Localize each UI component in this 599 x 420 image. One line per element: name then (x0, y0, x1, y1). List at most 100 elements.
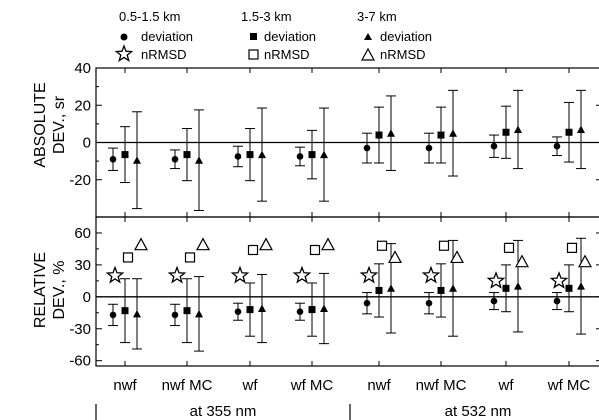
data-point-triangle (133, 156, 141, 164)
absolute-ytick-label: -20 (69, 172, 91, 189)
data-point-circle (363, 299, 371, 307)
data-point-triangle (258, 304, 266, 313)
relative-ytick-label: 0 (83, 289, 91, 306)
legend-range-1: 0.5-1.5 km (119, 9, 180, 24)
data-point-open-square (503, 242, 515, 253)
absolute-ytick-label: 20 (74, 97, 91, 114)
absolute-ylabel-line2: DEV., sr (51, 95, 68, 154)
data-point-square (121, 151, 129, 159)
data-point-star (292, 265, 312, 284)
data-point-circle (553, 297, 561, 305)
legend-open-triangle-marker (360, 47, 376, 61)
data-point-square (375, 131, 383, 139)
legend-nrmsd-2: nRMSD (264, 47, 310, 62)
data-point-open-triangle (133, 237, 149, 251)
data-point-open-triangle (449, 250, 465, 264)
absolute-ytick-label: 40 (74, 60, 91, 77)
data-point-triangle (320, 304, 328, 313)
data-point-square (502, 128, 510, 136)
x-category-label: nwf (367, 377, 391, 394)
legend: 0.5-1.5 km 1.5-3 km 3-7 km deviation dev… (114, 9, 432, 62)
data-point-triangle (258, 150, 266, 159)
legend-triangle-marker (364, 33, 372, 40)
legend-deviation-3: deviation (380, 29, 432, 44)
data-point-square (502, 284, 510, 292)
data-point-square (121, 307, 129, 315)
data-point-circle (425, 299, 433, 307)
data-point-open-square (122, 252, 134, 263)
data-point-circle (171, 311, 179, 319)
relative-panel-frame (95, 216, 599, 367)
data-point-triangle (449, 129, 457, 137)
data-point-open-square (438, 240, 450, 251)
data-point-circle (490, 297, 498, 305)
legend-circle-marker (120, 33, 128, 41)
data-point-triangle (387, 129, 395, 137)
data-point-open-triangle (514, 254, 530, 268)
absolute-ylabel-line1: ABSOLUTE (32, 82, 49, 167)
data-point-circle (109, 155, 117, 163)
data-point-circle (553, 142, 561, 150)
data-point-circle (234, 308, 242, 316)
legend-deviation-1: deviation (141, 29, 193, 44)
x-category-label: nwf (113, 377, 137, 394)
data-point-square (437, 131, 445, 139)
legend-star-marker (114, 44, 134, 62)
data-point-circle (109, 311, 117, 319)
legend-square-marker (250, 33, 257, 40)
legend-nrmsd-1: nRMSD (141, 47, 187, 62)
data-point-open-triangle (195, 237, 211, 251)
data-point-square (565, 128, 573, 136)
data-point-triangle (577, 125, 585, 133)
data-point-triangle (133, 309, 141, 318)
data-point-circle (425, 144, 433, 152)
data-point-square (308, 306, 316, 314)
data-point-open-square (566, 242, 578, 253)
plot-layer: -20 0 20 40 -60 -30 0 30 60 nwf nwf MC wf wf MC nwf nw… (69, 60, 599, 394)
absolute-ylabel: ABSOLUTE DEV., sr (32, 82, 68, 167)
group-label-532: at 532 nm (445, 403, 512, 420)
relative-ylabel: RELATIVE DEV., % (32, 252, 68, 328)
legend-range-2: 1.5-3 km (241, 9, 292, 24)
x-category-label: nwf MC (162, 377, 213, 394)
relative-ylabel-line1: RELATIVE (32, 252, 49, 328)
data-point-open-triangle (387, 250, 403, 264)
x-category-label: nwf MC (416, 377, 467, 394)
relative-ytick-label: -60 (69, 353, 91, 370)
legend-range-3: 3-7 km (357, 9, 397, 24)
data-point-square (565, 284, 573, 292)
x-category-label: wf MC (547, 377, 591, 394)
data-point-triangle (577, 282, 585, 290)
data-point-circle (490, 142, 498, 150)
data-point-circle (296, 153, 304, 160)
data-point-triangle (195, 156, 203, 164)
legend-deviation-2: deviation (264, 29, 316, 44)
data-point-star (486, 271, 506, 289)
x-category-label: wf (498, 377, 515, 394)
data-point-square (437, 286, 445, 294)
data-point-square (183, 307, 191, 315)
data-point-circle (234, 153, 242, 160)
data-point-star (421, 265, 441, 284)
data-point-circle (171, 155, 179, 163)
data-point-star (105, 265, 125, 284)
data-point-triangle (320, 150, 328, 159)
data-point-circle (296, 308, 304, 316)
data-point-square (246, 306, 254, 314)
legend-nrmsd-3: nRMSD (380, 47, 426, 62)
data-point-triangle (514, 282, 522, 290)
data-point-square (375, 286, 383, 294)
data-point-open-square (247, 244, 259, 256)
data-point-square (183, 151, 191, 159)
relative-ytick-label: -30 (69, 321, 91, 338)
data-point-open-square (376, 240, 388, 251)
data-point-open-triangle (577, 254, 593, 268)
absolute-ytick-label: 0 (83, 135, 91, 152)
data-point-square (246, 151, 254, 159)
x-category-label: wf MC (290, 377, 334, 394)
data-point-open-square (184, 252, 196, 263)
relative-ytick-label: 30 (74, 257, 91, 274)
group-label-355: at 355 nm (190, 403, 257, 420)
data-point-triangle (514, 125, 522, 133)
